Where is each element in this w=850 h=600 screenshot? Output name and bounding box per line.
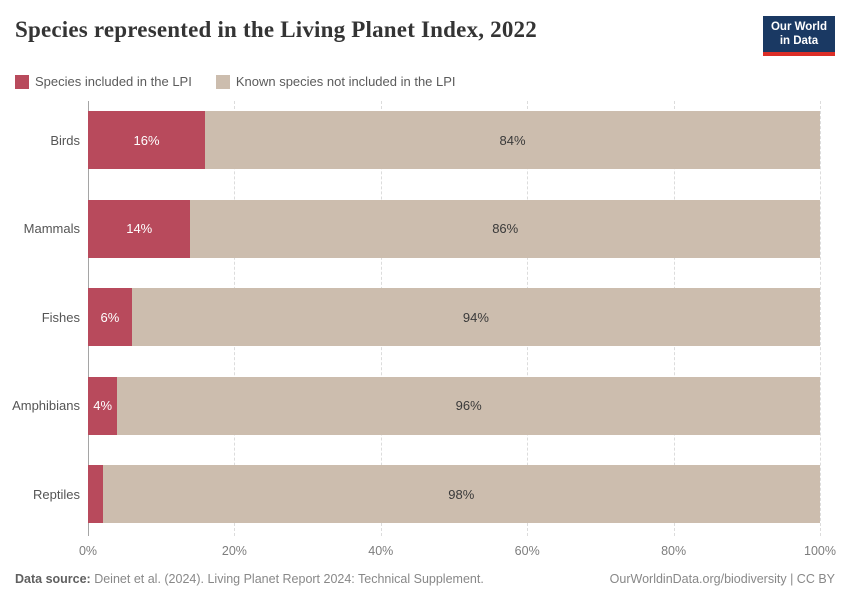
bar-value-label: 4% <box>93 398 113 414</box>
bar-row-amphibians: Amphibians 4% 96% <box>12 376 820 435</box>
x-axis-tick-label: 80% <box>661 543 687 558</box>
owid-logo-line2: in Data <box>779 35 819 48</box>
bar-segment-included[interactable]: 6% <box>88 288 132 347</box>
footer: Data source: Deinet et al. (2024). Livin… <box>15 572 835 586</box>
legend-label: Species included in the LPI <box>35 74 192 90</box>
plot-area: Birds 16% 84% Mammals 14% 86% Fishes 6% 94% Amphi… <box>12 100 821 536</box>
owid-logo-line1: Our World <box>770 21 827 33</box>
bar-row-birds: Birds 16% 84% <box>50 111 820 170</box>
bar-value-label: 16% <box>133 132 160 148</box>
category-label: Mammals <box>23 221 80 237</box>
source-note: Data source: Deinet et al. (2024). Livin… <box>15 572 484 586</box>
x-axis-tick-label: 20% <box>221 543 247 558</box>
legend-swatch-icon <box>15 74 29 89</box>
x-axis-tick-label: 100% <box>804 543 836 558</box>
bar-segment-included[interactable]: 14% <box>88 199 191 258</box>
page-title: Species represented in the Living Planet… <box>15 17 537 42</box>
bar-segment-not-included[interactable]: 98% <box>102 465 820 524</box>
bar-value-label: 98% <box>448 486 475 502</box>
bar-row-mammals: Mammals 14% 86% <box>24 199 820 258</box>
bar-value-label: 96% <box>455 398 482 414</box>
bar-segment-not-included[interactable]: 84% <box>205 111 820 170</box>
stacked-bar: 4% 96% <box>88 376 820 435</box>
bar-value-label: 6% <box>100 309 120 325</box>
category-label: Birds <box>50 132 80 148</box>
x-axis: 0% 20% 40% 60% 80% 100% <box>79 536 836 560</box>
owid-logo: Our World in Data <box>762 16 835 56</box>
x-axis-tick-label: 0% <box>78 543 98 558</box>
category-label: Amphibians <box>12 398 80 414</box>
category-label: Fishes <box>41 309 80 325</box>
bar-segment-not-included[interactable]: 96% <box>117 376 820 435</box>
bar-value-label: 94% <box>462 309 489 325</box>
bar-value-label: 84% <box>499 132 526 148</box>
chart-header: Species represented in the Living Planet… <box>15 16 835 56</box>
credit-link[interactable]: OurWorldinData.org/biodiversity | CC BY <box>609 571 835 586</box>
legend: Species included in the LPI Known species… <box>15 74 835 90</box>
legend-swatch-icon <box>215 74 230 89</box>
category-label: Reptiles <box>33 486 80 502</box>
source-label: Data source: <box>15 571 91 586</box>
bar-segment-included[interactable]: 16% <box>88 111 206 170</box>
bar-segment-included[interactable]: 4% <box>88 376 118 435</box>
chart-area: Birds 16% 84% Mammals 14% 86% Fishes 6% 94% Amphi… <box>12 100 836 560</box>
bar-value-label: 14% <box>126 221 153 237</box>
legend-item[interactable]: Species included in the LPI <box>15 74 192 89</box>
stacked-bar: 98% <box>88 465 820 524</box>
bar-segment-not-included[interactable]: 86% <box>190 199 820 258</box>
stacked-bar: 16% 84% <box>88 111 820 170</box>
source-text: Deinet et al. (2024). Living Planet Repo… <box>90 571 484 586</box>
stacked-bar: 14% 86% <box>88 199 820 258</box>
x-axis-tick-label: 40% <box>368 543 394 558</box>
legend-item[interactable]: Known species not included in the LPI <box>215 74 456 90</box>
bar-row-fishes: Fishes 6% 94% <box>42 288 820 347</box>
stacked-bar: 6% 94% <box>88 288 820 347</box>
bar-segment-not-included[interactable]: 94% <box>131 288 820 347</box>
legend-label: Known species not included in the LPI <box>235 74 456 90</box>
bar-row-reptiles: Reptiles 98% <box>33 465 820 524</box>
x-axis-tick-label: 60% <box>514 543 540 558</box>
bar-segment-included[interactable] <box>88 465 103 524</box>
gridline <box>820 100 821 536</box>
bar-value-label: 86% <box>492 221 519 237</box>
